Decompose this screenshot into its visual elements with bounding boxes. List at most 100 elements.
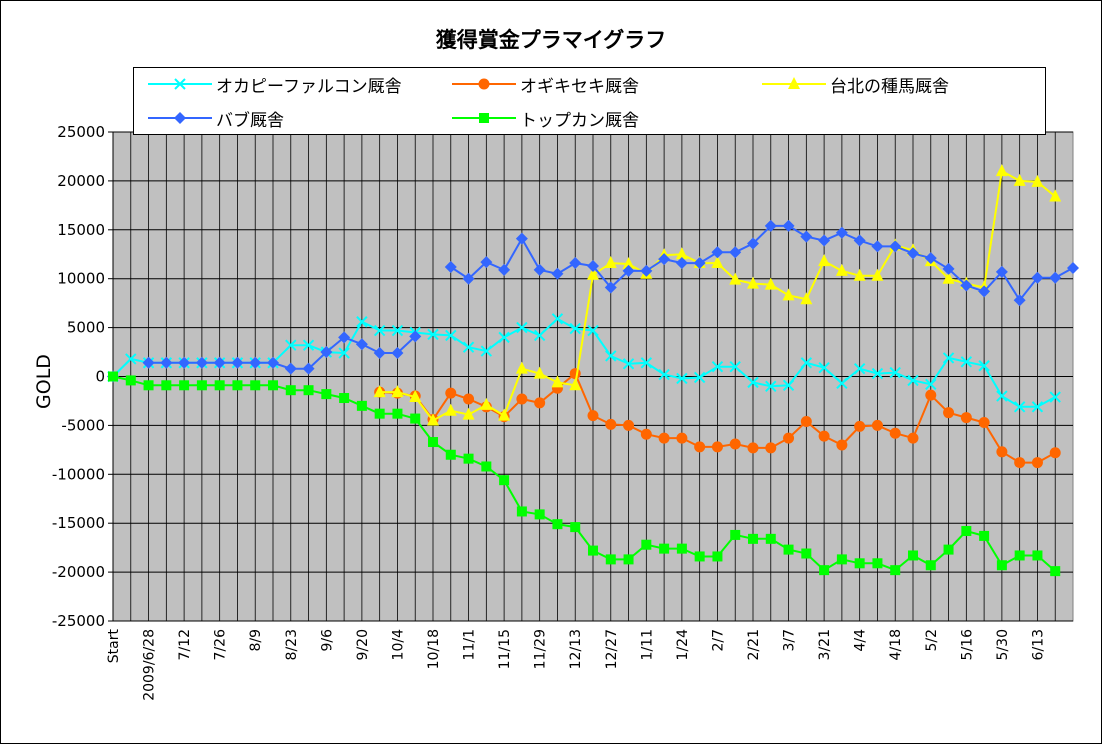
- data-point-4-29: [623, 554, 634, 565]
- y-tick-label: 15000: [57, 221, 105, 239]
- data-point-4-4: [179, 380, 190, 391]
- data-point-0-23: [516, 321, 528, 334]
- data-point-4-23: [516, 506, 527, 517]
- y-tick-label: 10000: [57, 270, 105, 288]
- data-point-3-42: [853, 234, 866, 247]
- data-point-4-50: [996, 560, 1007, 571]
- data-point-3-45: [907, 247, 919, 260]
- data-point-1-42: [854, 420, 866, 432]
- data-point-2-34: [711, 256, 724, 269]
- data-point-3-30: [640, 264, 653, 277]
- data-point-0-15: [373, 324, 386, 337]
- legend-marker-square-icon: [452, 113, 516, 123]
- data-point-1-27: [587, 410, 599, 422]
- data-point-2-15: [373, 385, 386, 398]
- data-point-2-41: [835, 263, 848, 276]
- data-point-3-4: [178, 356, 191, 369]
- data-point-4-2: [143, 380, 154, 391]
- x-tick-label: 5/16: [959, 629, 975, 661]
- data-point-0-21: [480, 345, 493, 357]
- data-point-1-49: [978, 416, 990, 428]
- data-point-2-32: [675, 247, 688, 260]
- data-point-4-40: [819, 565, 830, 576]
- data-point-1-47: [943, 407, 955, 419]
- data-point-0-26: [569, 322, 581, 335]
- data-point-0-10: [285, 339, 297, 351]
- legend-item-taipei: 台北の種馬厩舎: [762, 72, 949, 97]
- data-point-4-45: [908, 550, 918, 561]
- data-point-4-32: [676, 543, 687, 554]
- data-point-4-28: [605, 554, 616, 565]
- x-tick-label: 11/29: [533, 629, 549, 669]
- data-point-4-17: [410, 413, 421, 424]
- data-point-3-6: [213, 356, 226, 369]
- data-point-0-35: [729, 361, 741, 373]
- legend-marker-x-icon: [148, 78, 212, 90]
- data-point-3-17: [409, 330, 422, 343]
- data-point-3-12: [320, 346, 333, 359]
- data-point-2-40: [818, 254, 831, 267]
- data-point-4-19: [445, 449, 456, 460]
- data-point-0-48: [960, 356, 973, 368]
- data-point-4-15: [374, 408, 385, 419]
- legend-label: オカピーファルコン厩舎: [216, 76, 402, 97]
- data-point-4-34: [712, 551, 723, 562]
- y-tick-label: -20000: [52, 563, 105, 581]
- y-tick-label: -25000: [52, 612, 105, 630]
- data-point-4-20: [463, 453, 474, 464]
- legend-item-ogikiseki: オギキセキ厩舎: [452, 72, 639, 97]
- data-point-4-42: [854, 558, 865, 569]
- x-tick-label: 3/21: [817, 629, 833, 660]
- data-point-3-16: [391, 347, 404, 360]
- data-point-4-12: [321, 389, 332, 400]
- data-point-2-23: [515, 361, 528, 374]
- data-point-3-52: [1031, 271, 1044, 284]
- y-tick-label: -15000: [52, 514, 105, 532]
- data-point-4-44: [890, 565, 901, 576]
- data-point-0-32: [676, 372, 688, 385]
- data-point-4-36: [748, 533, 758, 544]
- data-point-0-34: [711, 361, 724, 373]
- x-tick-label: Start: [106, 628, 122, 663]
- data-point-4-8: [250, 380, 261, 391]
- x-tick-label: 2/7: [710, 629, 726, 652]
- y-tick-label: 20000: [57, 172, 105, 190]
- data-point-4-48: [961, 526, 972, 537]
- data-point-4-26: [570, 522, 581, 533]
- data-point-3-41: [835, 226, 848, 239]
- data-point-0-50: [996, 390, 1008, 402]
- data-point-3-27: [587, 259, 599, 272]
- legend-item-bab: バブ厩舎: [148, 106, 284, 131]
- data-point-4-3: [161, 380, 172, 391]
- data-point-1-37: [765, 442, 777, 454]
- data-point-3-35: [729, 246, 742, 259]
- data-point-2-47: [942, 271, 955, 284]
- data-point-4-43: [872, 558, 883, 569]
- x-tick-label: 12/13: [568, 629, 584, 669]
- data-point-4-30: [641, 539, 652, 550]
- x-tick-label: 1/11: [639, 629, 655, 660]
- data-point-2-17: [409, 390, 422, 403]
- data-point-2-39: [800, 292, 813, 305]
- data-point-4-47: [943, 544, 954, 555]
- data-point-1-48: [960, 412, 972, 424]
- x-tick-label: 11/15: [497, 629, 513, 669]
- y-tick-label: 5000: [67, 319, 105, 337]
- data-point-4-18: [428, 437, 438, 448]
- data-point-4-51: [1014, 550, 1025, 561]
- data-point-1-28: [605, 418, 617, 430]
- data-point-4-46: [925, 560, 936, 571]
- data-point-3-50: [995, 265, 1008, 278]
- data-point-2-29: [622, 257, 635, 270]
- data-point-3-49: [978, 285, 991, 298]
- x-tick-label: 5/2: [924, 629, 940, 652]
- data-point-2-24: [533, 366, 546, 379]
- data-point-0-1: [125, 353, 137, 365]
- data-point-4-41: [836, 554, 847, 565]
- x-tick-label: 9/20: [355, 629, 371, 660]
- data-point-0-25: [551, 313, 564, 325]
- x-tick-label: 2009/6/28: [142, 629, 158, 701]
- data-point-0-29: [622, 358, 635, 370]
- data-point-0-31: [658, 368, 670, 381]
- data-point-0-36: [747, 376, 759, 389]
